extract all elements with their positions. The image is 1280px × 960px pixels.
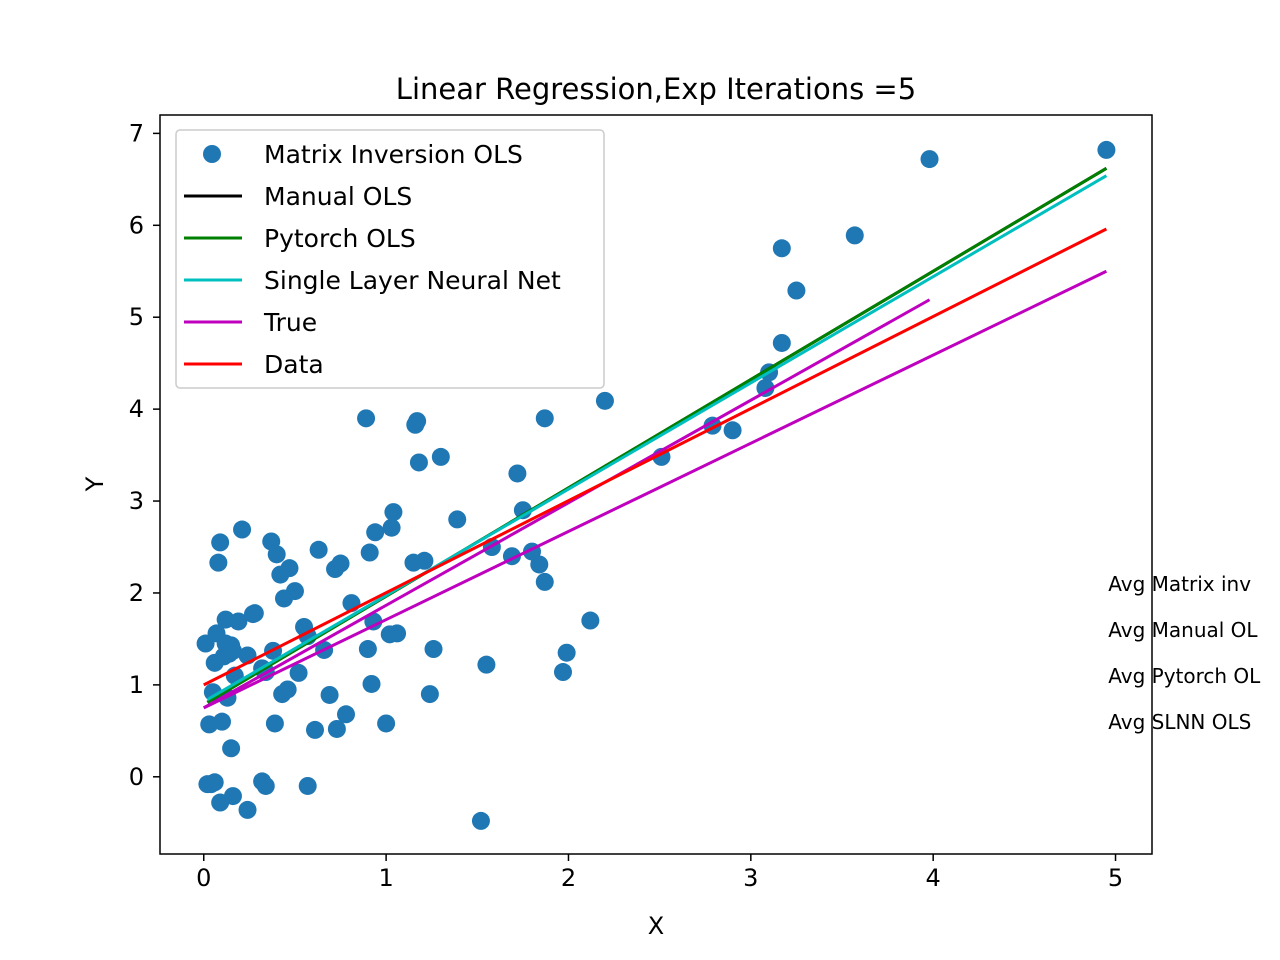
y-tick-label: 7 <box>129 119 144 147</box>
scatter-point <box>213 712 231 731</box>
scatter-point <box>535 409 554 428</box>
scatter-point <box>233 520 252 539</box>
scatter-point <box>337 705 355 724</box>
scatter-point <box>508 464 527 483</box>
legend: Matrix Inversion OLS Manual OLS Pytorch OL… <box>175 129 605 389</box>
scatter-point <box>280 559 299 578</box>
scatter-point <box>581 611 600 630</box>
scatter-point <box>223 787 242 806</box>
scatter-point <box>267 545 286 564</box>
scatter-point <box>211 533 230 552</box>
x-tick-label: 1 <box>378 864 393 892</box>
scatter-point <box>557 643 576 662</box>
scatter-point <box>205 773 224 792</box>
annotation-text: Avg Manual OL <box>1108 618 1258 642</box>
series-line-data <box>203 227 1108 687</box>
scatter-point <box>216 634 235 653</box>
x-tick-label: 2 <box>561 864 576 892</box>
scatter-point <box>209 553 228 572</box>
scatter-point <box>723 421 742 440</box>
annotation-text: Avg Pytorch OL <box>1108 664 1261 688</box>
scatter-point <box>408 412 427 431</box>
y-axis-label: Y <box>81 476 109 492</box>
series-line-single-layer-neural-net <box>206 174 1108 701</box>
scatter-point <box>306 720 324 739</box>
scatter-point <box>535 572 554 591</box>
scatter-point <box>772 333 791 352</box>
scatter-point <box>278 680 297 699</box>
scatter-point <box>424 640 443 659</box>
scatter-point <box>238 800 257 819</box>
y-tick-label: 5 <box>129 303 144 331</box>
plot-area <box>196 140 1116 830</box>
scatter-point <box>845 226 864 245</box>
legend-label-data: Data <box>264 350 324 379</box>
y-tick-label: 3 <box>129 487 144 515</box>
chart-title: Linear Regression,Exp Iterations =5 <box>396 72 916 106</box>
scatter-point <box>244 605 262 624</box>
annotation-text: Avg SLNN OLS <box>1108 710 1251 734</box>
scatter-point <box>772 239 791 258</box>
scatter-point <box>384 503 403 522</box>
scatter-point <box>309 540 328 559</box>
scatter-point <box>388 624 407 643</box>
scatter-point <box>756 378 775 397</box>
scatter-point <box>382 518 401 537</box>
series-line-true <box>203 298 931 710</box>
series-line-true <box>203 269 1108 710</box>
legend-label-true: True <box>263 308 317 337</box>
scatter-point <box>554 663 572 682</box>
axes: 0 1 2 3 4 5 0 1 2 3 4 5 6 7 <box>129 114 1153 892</box>
x-tick-label: 4 <box>926 864 941 892</box>
scatter-point <box>357 409 376 428</box>
scatter-point <box>222 739 241 758</box>
x-axis-label: X <box>648 912 664 940</box>
scatter-point <box>409 453 428 472</box>
scatter-point <box>256 776 275 795</box>
legend-label-matrix-inversion-ols: Matrix Inversion OLS <box>264 140 523 169</box>
scatter-point <box>415 551 434 570</box>
scatter-point <box>320 685 339 704</box>
x-tick-label: 3 <box>743 864 758 892</box>
scatter-point <box>1097 140 1116 159</box>
scatter-point <box>331 554 350 573</box>
scatter-point <box>477 655 496 674</box>
legend-label-single-layer-neural-net: Single Layer Neural Net <box>264 266 561 295</box>
scatter-point <box>229 612 248 631</box>
y-tick-label: 1 <box>129 671 144 699</box>
scatter-point <box>364 612 383 631</box>
scatter-point <box>366 523 385 542</box>
scatter-point <box>448 510 467 529</box>
scatter-point <box>285 582 304 601</box>
legend-marker-matrix-inversion-ols <box>203 145 221 163</box>
scatter-point <box>920 150 939 169</box>
scatter-point <box>530 555 549 574</box>
scatter-point <box>360 543 379 562</box>
x-tick-label: 0 <box>196 864 211 892</box>
y-tick-label: 4 <box>129 395 144 423</box>
annotation-text: Avg Matrix inv <box>1108 572 1251 596</box>
scatter-point <box>358 640 377 659</box>
scatter-point <box>377 714 396 733</box>
legend-label-pytorch-ols: Pytorch OLS <box>264 224 416 253</box>
annotations: Avg Matrix inv Avg Manual OL Avg Pytorch O… <box>1108 572 1261 734</box>
y-tick-label: 2 <box>129 579 144 607</box>
y-tick-label: 6 <box>129 211 144 239</box>
scatter-point <box>265 714 284 733</box>
scatter-point <box>431 447 450 466</box>
scatter-point <box>289 663 308 682</box>
axes-frame <box>159 114 1153 855</box>
scatter-point <box>595 391 614 410</box>
scatter-point <box>298 776 317 795</box>
y-tick-label: 0 <box>129 763 144 791</box>
scatter-point <box>471 811 490 830</box>
scatter-point <box>787 281 806 300</box>
scatter-point <box>327 719 346 738</box>
legend-box <box>175 129 605 389</box>
legend-label-manual-ols: Manual OLS <box>264 182 412 211</box>
x-tick-label: 5 <box>1108 864 1123 892</box>
scatter-point <box>420 685 439 704</box>
scatter-point <box>362 674 381 693</box>
